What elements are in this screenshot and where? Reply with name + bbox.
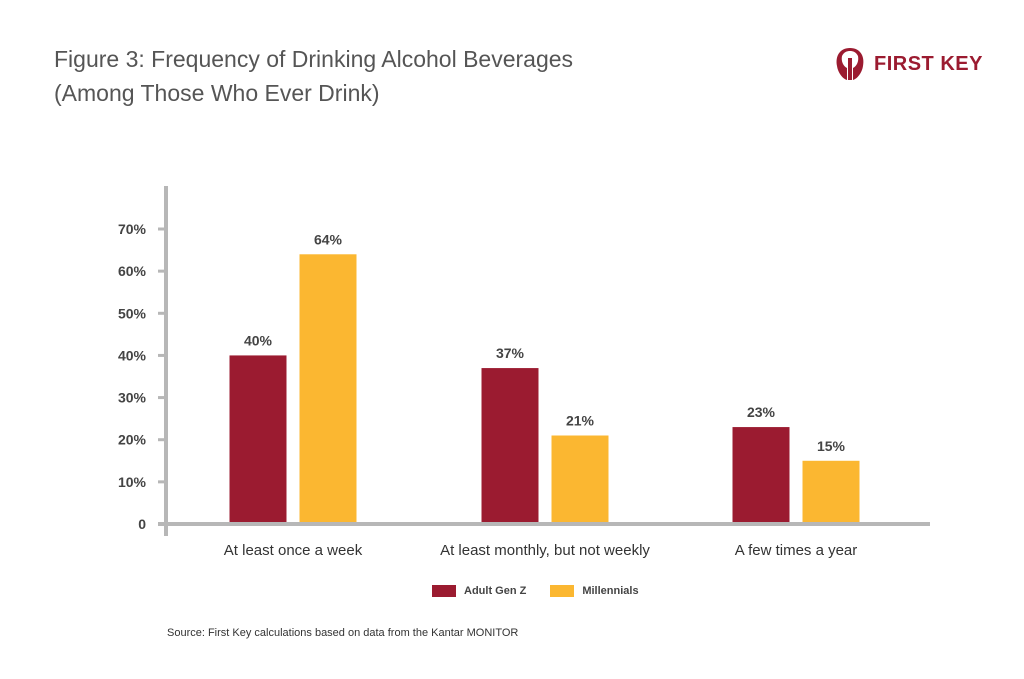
y-tick-label: 40% [118, 347, 147, 363]
chart-title-line-1: Figure 3: Frequency of Drinking Alcohol … [54, 46, 574, 72]
bar [229, 355, 287, 524]
data-label: 21% [566, 413, 595, 429]
bar [299, 254, 357, 525]
legend-swatch-gen-z [432, 585, 456, 597]
bar [551, 435, 609, 524]
y-tick-label: 0 [138, 516, 146, 532]
first-key-logo: FIRST KEY [832, 44, 983, 84]
chart-title: Figure 3: Frequency of Drinking Alcohol … [54, 42, 573, 110]
legend-label-gen-z: Adult Gen Z [464, 585, 527, 597]
data-label: 15% [817, 438, 846, 454]
y-tick-label: 30% [118, 390, 147, 406]
source-note: Source: First Key calculations based on … [167, 627, 519, 639]
legend-swatch-millennials [550, 585, 575, 597]
data-label: 37% [496, 345, 525, 361]
legend-item-millennials: Millennials [550, 585, 639, 597]
y-tick-label: 70% [118, 221, 147, 237]
bar [802, 460, 860, 524]
y-tick-label: 20% [118, 432, 147, 448]
data-label: 23% [747, 404, 776, 420]
legend-item-gen-z: Adult Gen Z [432, 585, 526, 597]
logo-text: FIRST KEY [874, 52, 983, 75]
chart-legend: Adult Gen Z Millennials [432, 585, 663, 597]
x-category-label: A few times a year [735, 542, 858, 559]
data-label: 64% [314, 231, 343, 247]
y-tick-label: 50% [118, 305, 147, 321]
chart-title-line-2: (Among Those Who Ever Drink) [54, 80, 380, 106]
first-key-logo-icon [836, 48, 864, 80]
x-category-label: At least monthly, but not weekly [440, 542, 650, 559]
legend-label-millennials: Millennials [582, 585, 639, 597]
y-tick-label: 60% [118, 263, 147, 279]
y-tick-label: 10% [118, 474, 147, 490]
data-label: 40% [244, 332, 273, 348]
bar [732, 427, 790, 524]
bar [481, 368, 539, 524]
x-category-label: At least once a week [224, 542, 363, 559]
